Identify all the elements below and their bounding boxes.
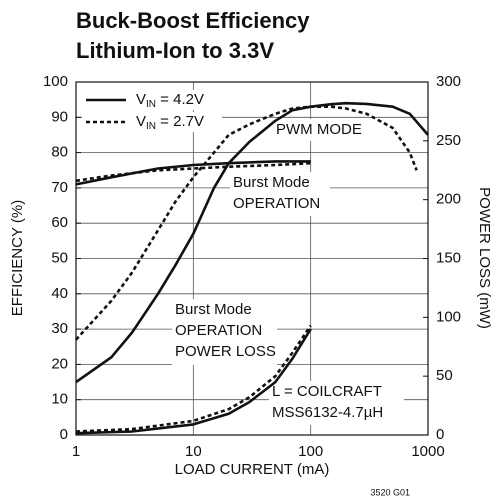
line <box>75 324 312 433</box>
y-tick-label: 20 <box>51 355 68 372</box>
x-tick-label: 100 <box>298 443 323 460</box>
annotation: Burst Mode <box>175 301 252 318</box>
x-tick-label: 1000 <box>411 443 444 460</box>
y-tick-label: 50 <box>51 249 68 266</box>
legend-label: VIN = 4.2V <box>136 91 204 110</box>
y2-tick-label: 250 <box>436 132 461 149</box>
legend-label-rest: = 4.2V <box>156 91 204 108</box>
chart-title: Lithium-Ion to 3.3V <box>76 38 274 63</box>
y-tick-label: 40 <box>51 285 68 302</box>
chart-title: Buck-Boost Efficiency <box>76 8 310 33</box>
line <box>75 161 311 183</box>
plot-frame <box>75 81 429 436</box>
x-tick-label: 10 <box>185 443 202 460</box>
y-tick-label: 100 <box>43 73 68 90</box>
annotation-bg <box>172 299 277 365</box>
line <box>75 105 418 341</box>
line <box>75 101 429 384</box>
legend-bg <box>82 90 222 110</box>
legend-label-base: V <box>136 91 146 108</box>
figure-id: 3520 G01 <box>370 487 410 497</box>
y2-tick-label: 50 <box>436 367 453 384</box>
y2-axis-label: POWER LOSS (mW) <box>476 187 493 329</box>
annotation: POWER LOSS <box>175 343 276 360</box>
y-axis-label: EFFICIENCY (%) <box>9 200 26 316</box>
y-tick-label: 30 <box>51 320 68 337</box>
y-tick-label: 60 <box>51 214 68 231</box>
x-axis-label: LOAD CURRENT (mA) <box>175 461 330 478</box>
annotation: OPERATION <box>175 322 262 339</box>
legend-label-sub: IN <box>146 121 156 132</box>
y-tick-label: 90 <box>51 108 68 125</box>
annotation: Burst Mode <box>233 174 310 191</box>
legend-label-base: V <box>136 113 146 130</box>
annotation: OPERATION <box>233 195 320 212</box>
y2-tick-label: 100 <box>436 308 461 325</box>
x-tick-label: 1 <box>72 443 80 460</box>
y-tick-label: 70 <box>51 179 68 196</box>
line <box>75 160 311 186</box>
legend-bg <box>82 112 222 132</box>
y2-tick-label: 200 <box>436 191 461 208</box>
annotation-bg <box>273 119 373 141</box>
annotation-bg <box>269 381 404 425</box>
y-tick-label: 0 <box>60 426 68 443</box>
y2-tick-label: 300 <box>436 73 461 90</box>
y2-tick-label: 0 <box>436 426 444 443</box>
annotation: L = COILCRAFT <box>272 383 382 400</box>
annotation: MSS6132-4.7µH <box>272 404 383 421</box>
legend-label-sub: IN <box>146 99 156 110</box>
annotation-bg <box>230 172 330 216</box>
y-tick-label: 80 <box>51 144 68 161</box>
legend-label-rest: = 2.7V <box>156 113 204 130</box>
y2-tick-label: 150 <box>436 249 461 266</box>
line <box>75 328 312 435</box>
annotation: PWM MODE <box>276 121 362 138</box>
y-tick-label: 10 <box>51 391 68 408</box>
legend-label: VIN = 2.7V <box>136 113 204 132</box>
